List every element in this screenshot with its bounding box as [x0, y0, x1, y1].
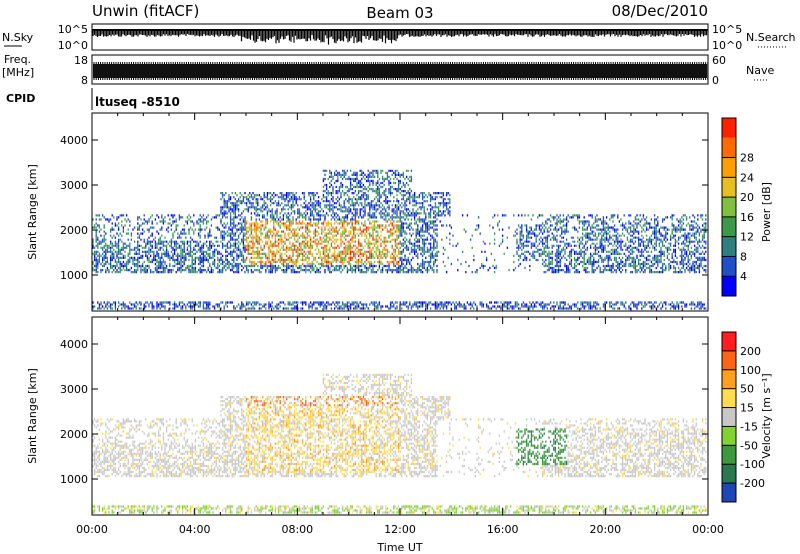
colorbar-swatch	[722, 236, 736, 257]
station-title: Unwin (fitACF)	[92, 2, 199, 20]
colorbar-swatch	[722, 407, 736, 427]
nave-tick-top: 60	[712, 54, 726, 67]
cpid-panel: CPID ltuseq -8510	[6, 88, 180, 110]
y-tick-label: 4000	[60, 134, 88, 147]
y-tick-label: 3000	[60, 383, 88, 396]
beam-title: Beam 03	[366, 4, 433, 22]
velocity-colorbar-tick: -100	[740, 458, 765, 471]
power-colorbar-label: Power [dB]	[760, 182, 773, 242]
power-colorbar-tick: 16	[740, 211, 754, 224]
colorbar-swatch	[722, 483, 736, 502]
x-tick-label: 00:00	[692, 523, 724, 536]
y-tick-label: 2000	[60, 428, 88, 441]
x-tick-label: 04:00	[179, 523, 211, 536]
velocity-ylabel: Slant Range [km]	[26, 368, 39, 464]
colorbar-swatch	[722, 177, 736, 198]
colorbar-swatch	[722, 118, 736, 138]
freq-tick-bottom: 8	[81, 74, 88, 87]
nsearch-tick-top: 10^5	[712, 23, 742, 36]
colorbar-swatch	[722, 388, 736, 408]
nsky-tick-top: 10^5	[58, 23, 88, 36]
freq-tick-top: 18	[74, 54, 88, 67]
power-colorbar-tick: 20	[740, 191, 754, 204]
velocity-colorbar-tick: 200	[740, 345, 761, 358]
colorbar-swatch	[722, 276, 736, 296]
y-tick-label: 3000	[60, 179, 88, 192]
nsky-tick-bottom: 10^0	[58, 39, 88, 52]
nsky-label: N.Sky	[2, 31, 34, 44]
power-ylabel: Slant Range [km]	[26, 164, 39, 260]
colorbar-swatch	[722, 445, 736, 465]
y-tick-label: 1000	[60, 473, 88, 486]
colorbar-swatch	[722, 350, 736, 370]
colorbar-swatch	[722, 426, 736, 446]
velocity-colorbar-tick: -200	[740, 477, 765, 490]
power-colorbar-tick: 28	[740, 152, 754, 165]
cpid-label: CPID	[6, 92, 35, 105]
freq-label: Freq.	[4, 53, 31, 66]
cpid-text: ltuseq -8510	[95, 95, 180, 109]
nsearch-tick-bottom: 10^0	[712, 39, 742, 52]
velocity-colorbar-tick: 50	[740, 383, 754, 396]
date-title: 08/Dec/2010	[612, 2, 708, 20]
y-tick-label: 1000	[60, 269, 88, 282]
colorbar-swatch	[722, 369, 736, 389]
velocity-panel: 1000 2000 3000 4000 Slant Range [km] 200 100…	[26, 316, 773, 516]
velocity-colorbar-label: Velocity [m s⁻¹]	[760, 373, 773, 458]
x-tick-label: 00:00	[76, 523, 108, 536]
colorbar-swatch	[722, 256, 736, 277]
power-colorbar-tick: 12	[740, 231, 754, 244]
power-scatter	[92, 169, 707, 310]
x-tick-label: 20:00	[589, 523, 621, 536]
y-tick-label: 2000	[60, 224, 88, 237]
power-colorbar-tick: 8	[740, 250, 747, 263]
velocity-colorbar-tick: 100	[740, 364, 761, 377]
freq-panel: Freq. [MHz] 18 8 60 0 Nave	[2, 53, 774, 87]
velocity-colorbar-tick: 15	[740, 402, 754, 415]
colorbar-swatch	[722, 216, 736, 237]
nave-label: Nave	[746, 64, 774, 77]
x-tick-label: 16:00	[487, 523, 519, 536]
freq-unit-label: [MHz]	[2, 66, 34, 79]
freq-bars	[93, 62, 709, 80]
power-panel: 1000 2000 3000 4000 Slant Range [km] 4 8 12 16…	[26, 112, 773, 312]
power-colorbar-tick: 4	[740, 270, 747, 283]
nsky-bars	[92, 29, 708, 45]
colorbar-swatch	[722, 332, 736, 351]
colorbar-swatch	[722, 197, 736, 217]
y-tick-label: 4000	[60, 338, 88, 351]
x-tick-label: 08:00	[281, 523, 313, 536]
nave-tick-bottom: 0	[712, 74, 719, 87]
velocity-colorbar-tick: -50	[740, 439, 758, 452]
x-tick-label: 12:00	[384, 523, 416, 536]
nsearch-label: N.Search	[746, 31, 796, 44]
velocity-colorbar-tick: -15	[740, 420, 758, 433]
velocity-scatter	[92, 373, 707, 514]
power-colorbar-tick: 24	[740, 171, 754, 184]
colorbar-swatch	[722, 157, 736, 178]
nsky-panel: N.Sky 10^5 10^0 10^5 10^0 N.Search	[2, 23, 796, 52]
x-axis-title: Time UT	[376, 541, 422, 554]
colorbar-swatch	[722, 464, 736, 484]
colorbar-swatch	[722, 137, 736, 158]
